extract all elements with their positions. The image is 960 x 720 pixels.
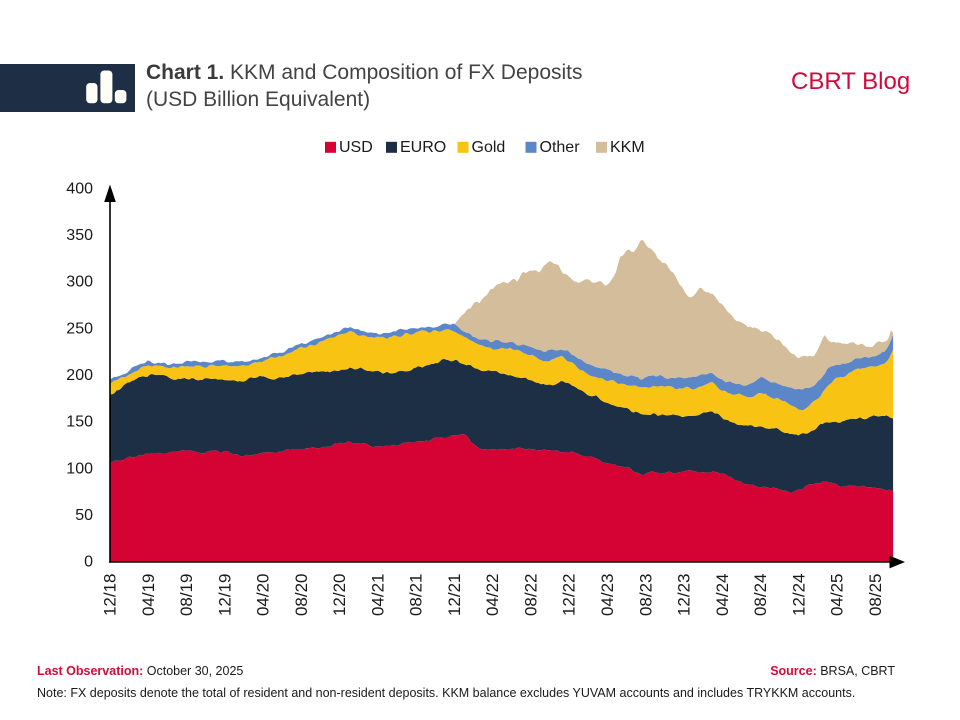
svg-text:100: 100	[66, 460, 93, 477]
svg-text:08/20: 08/20	[292, 574, 311, 617]
svg-text:12/23: 12/23	[675, 574, 694, 617]
svg-text:04/22: 04/22	[483, 574, 502, 617]
svg-text:Other: Other	[540, 139, 581, 156]
svg-text:08/25: 08/25	[866, 574, 885, 617]
svg-text:USD: USD	[339, 139, 373, 156]
svg-text:08/24: 08/24	[751, 574, 770, 617]
svg-text:12/24: 12/24	[789, 574, 808, 617]
svg-text:04/24: 04/24	[713, 574, 732, 617]
svg-text:08/23: 08/23	[636, 574, 655, 617]
svg-text:04/25: 04/25	[828, 574, 847, 617]
svg-text:08/19: 08/19	[177, 574, 196, 617]
svg-text:400: 400	[66, 181, 93, 198]
svg-text:Gold: Gold	[472, 139, 506, 156]
svg-text:KKM: KKM	[610, 139, 645, 156]
svg-text:350: 350	[66, 227, 93, 244]
svg-text:50: 50	[75, 507, 93, 524]
svg-text:300: 300	[66, 274, 93, 291]
svg-text:12/21: 12/21	[445, 574, 464, 617]
svg-text:EURO: EURO	[400, 139, 446, 156]
svg-text:08/21: 08/21	[407, 574, 426, 617]
svg-text:12/18: 12/18	[101, 574, 120, 617]
svg-text:04/21: 04/21	[368, 574, 387, 617]
svg-text:12/19: 12/19	[215, 574, 234, 617]
svg-text:12/20: 12/20	[330, 574, 349, 617]
svg-text:08/22: 08/22	[522, 574, 541, 617]
svg-text:04/20: 04/20	[254, 574, 273, 617]
svg-text:0: 0	[84, 554, 93, 571]
svg-text:12/22: 12/22	[560, 574, 579, 617]
svg-text:200: 200	[66, 367, 93, 384]
svg-text:150: 150	[66, 414, 93, 431]
svg-text:250: 250	[66, 320, 93, 337]
svg-text:04/19: 04/19	[139, 574, 158, 617]
svg-text:04/23: 04/23	[598, 574, 617, 617]
